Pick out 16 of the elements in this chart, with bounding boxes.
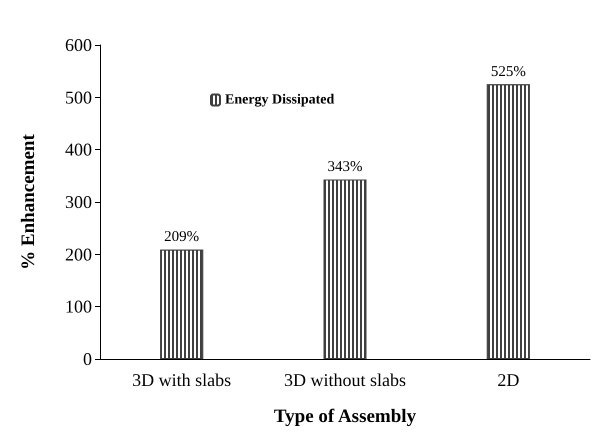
y-tick-label: 0: [83, 349, 92, 369]
y-tick-label: 200: [65, 244, 92, 264]
y-tick-label: 600: [65, 35, 92, 55]
y-tick-label: 400: [65, 140, 92, 160]
y-tick-label: 100: [65, 296, 92, 317]
data-label: 209%: [164, 229, 200, 246]
x-tick-label: 2D: [497, 370, 520, 390]
y-tick-label: 500: [65, 87, 92, 108]
x-tick-label: 3D without slabs: [284, 370, 406, 390]
data-label: 525%: [490, 64, 526, 80]
x-axis-title: Type of Assembly: [274, 406, 417, 427]
y-tick-label: 300: [65, 192, 92, 212]
data-label: 343%: [328, 158, 362, 175]
y-axis-title: % Enhancement: [18, 134, 39, 270]
legend-label: Energy Dissipated: [225, 92, 334, 108]
x-tick-label: 3D with slabs: [132, 370, 232, 390]
